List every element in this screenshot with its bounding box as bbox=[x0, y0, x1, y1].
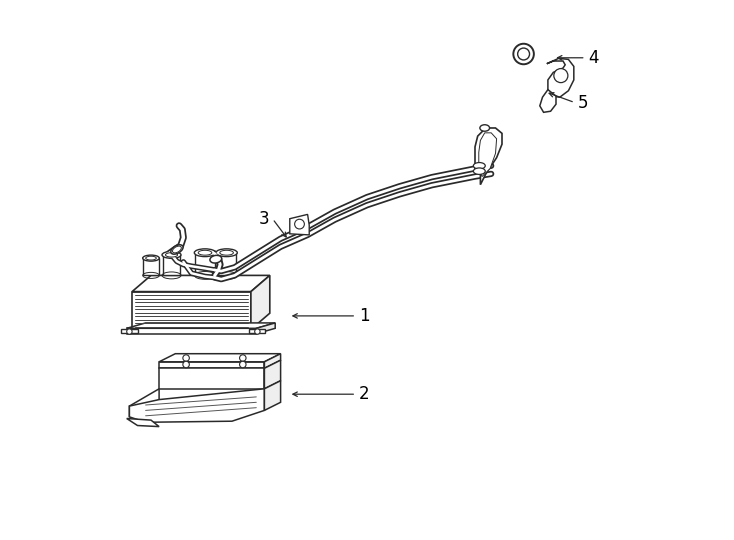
Polygon shape bbox=[539, 90, 556, 112]
Ellipse shape bbox=[172, 246, 181, 253]
Ellipse shape bbox=[473, 168, 485, 174]
Circle shape bbox=[127, 329, 132, 334]
Ellipse shape bbox=[210, 255, 222, 263]
Text: 4: 4 bbox=[589, 49, 599, 67]
Circle shape bbox=[239, 361, 246, 368]
Polygon shape bbox=[163, 255, 180, 275]
Polygon shape bbox=[264, 381, 280, 410]
Polygon shape bbox=[250, 329, 266, 333]
Ellipse shape bbox=[219, 250, 233, 255]
Text: 1: 1 bbox=[359, 307, 370, 325]
Circle shape bbox=[183, 355, 189, 361]
Ellipse shape bbox=[198, 250, 212, 255]
Circle shape bbox=[294, 219, 305, 229]
Polygon shape bbox=[127, 328, 256, 334]
Polygon shape bbox=[479, 133, 497, 177]
Polygon shape bbox=[132, 275, 270, 292]
Ellipse shape bbox=[195, 249, 216, 256]
Circle shape bbox=[255, 329, 260, 334]
Polygon shape bbox=[251, 275, 270, 329]
Circle shape bbox=[239, 355, 246, 361]
Polygon shape bbox=[129, 389, 159, 417]
Text: 3: 3 bbox=[259, 210, 269, 228]
Ellipse shape bbox=[165, 253, 178, 257]
Polygon shape bbox=[132, 292, 251, 329]
Text: 2: 2 bbox=[359, 385, 370, 403]
Polygon shape bbox=[475, 128, 502, 185]
Ellipse shape bbox=[513, 44, 534, 64]
Circle shape bbox=[183, 361, 189, 368]
Ellipse shape bbox=[473, 163, 485, 169]
Polygon shape bbox=[217, 253, 236, 275]
Polygon shape bbox=[547, 58, 574, 97]
Circle shape bbox=[554, 69, 568, 83]
Polygon shape bbox=[159, 368, 264, 389]
Polygon shape bbox=[264, 360, 280, 389]
Polygon shape bbox=[256, 323, 275, 334]
Ellipse shape bbox=[142, 255, 159, 261]
Polygon shape bbox=[143, 258, 159, 275]
Ellipse shape bbox=[146, 256, 156, 260]
Ellipse shape bbox=[171, 245, 183, 254]
Polygon shape bbox=[264, 354, 280, 368]
Polygon shape bbox=[290, 214, 309, 235]
Polygon shape bbox=[127, 418, 159, 427]
Polygon shape bbox=[159, 362, 264, 368]
Polygon shape bbox=[195, 253, 215, 275]
Text: 5: 5 bbox=[578, 93, 588, 112]
Ellipse shape bbox=[517, 48, 529, 60]
Polygon shape bbox=[121, 329, 137, 333]
Ellipse shape bbox=[216, 249, 237, 256]
Ellipse shape bbox=[162, 252, 181, 258]
Ellipse shape bbox=[480, 125, 490, 131]
Polygon shape bbox=[159, 354, 280, 362]
Polygon shape bbox=[129, 389, 264, 422]
Polygon shape bbox=[127, 323, 275, 328]
